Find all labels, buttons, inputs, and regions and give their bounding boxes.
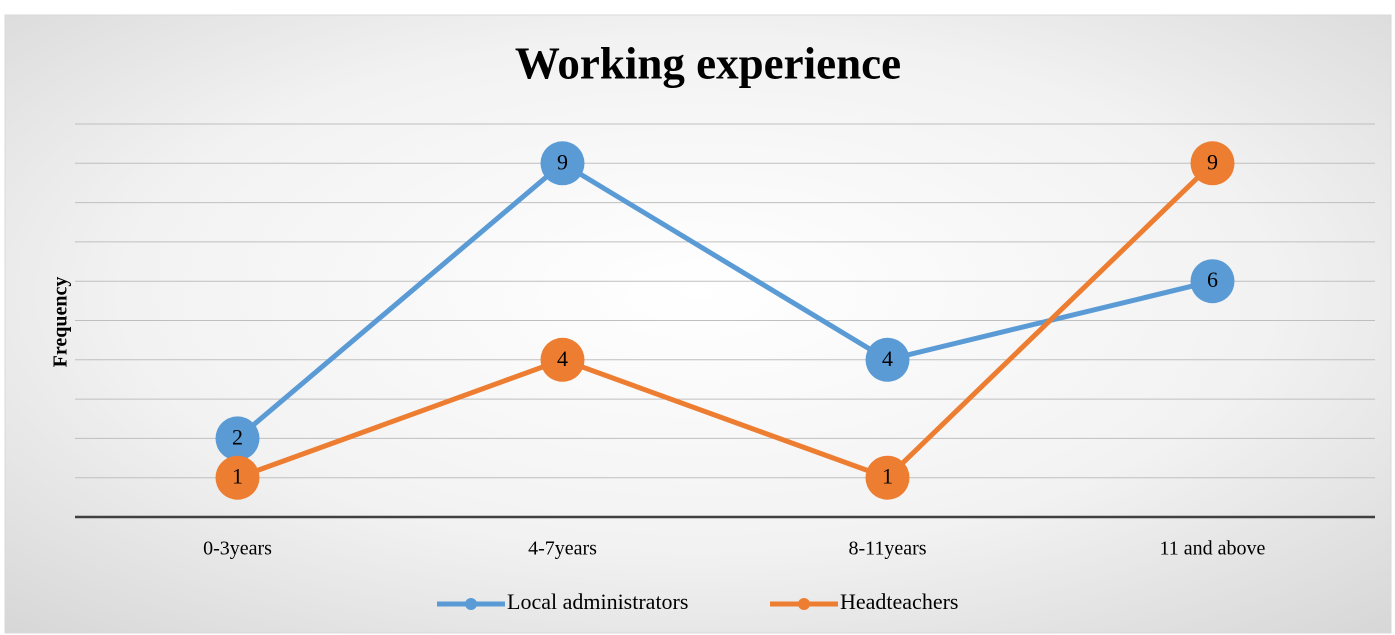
legend-marker (465, 598, 477, 610)
data-label: 2 (232, 424, 243, 449)
chart-background (4, 14, 1392, 634)
data-point (540, 337, 585, 382)
data-label: 9 (557, 149, 568, 174)
data-point (1190, 141, 1235, 186)
x-tick-label: 11 and above (1160, 538, 1266, 560)
legend-label: Headteachers (840, 589, 958, 614)
data-label: 1 (882, 464, 893, 489)
data-label: 6 (1207, 267, 1218, 292)
data-point (865, 455, 910, 500)
x-tick-label: 0-3years (203, 538, 272, 560)
data-label: 9 (1207, 149, 1218, 174)
data-point (865, 337, 910, 382)
x-tick-label: 8-11years (848, 538, 926, 560)
x-tick-label: 4-7years (528, 538, 597, 560)
data-label: 4 (882, 346, 893, 371)
chart-title: Working experience (515, 38, 901, 88)
data-label: 1 (232, 464, 243, 489)
data-point (1190, 259, 1235, 304)
y-axis-label: Frequency (50, 277, 72, 368)
legend-label: Local administrators (507, 589, 688, 614)
data-label: 4 (557, 346, 568, 371)
series-line (236, 161, 1215, 481)
data-point (215, 455, 260, 500)
data-point (215, 416, 260, 461)
legend-marker (798, 598, 810, 610)
data-point (540, 141, 585, 186)
